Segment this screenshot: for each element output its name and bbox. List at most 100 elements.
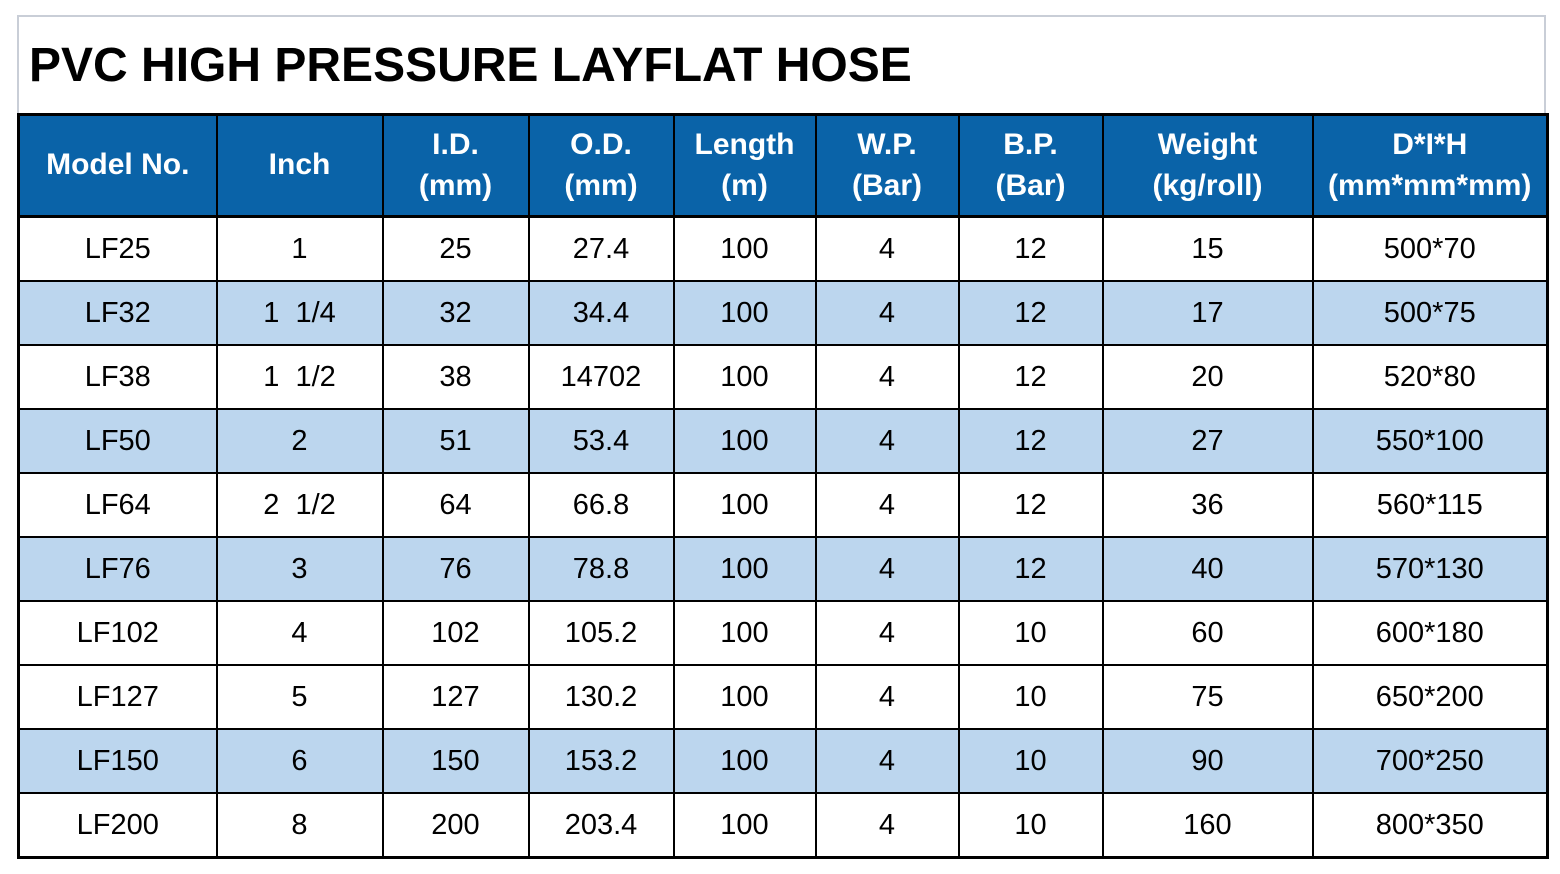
cell-wp-bar: 4 xyxy=(814,664,960,730)
header-line1: Inch xyxy=(268,148,331,182)
cell-model-no: LF102 xyxy=(17,600,218,666)
cell-weight: 90 xyxy=(1101,728,1314,794)
header-line1: I.D. xyxy=(432,128,479,161)
header-row: Model No. Inch I.D. (mm) O.D. (mm) Length (m) W.… xyxy=(17,113,1549,218)
cell-bp-bar: 10 xyxy=(957,728,1104,794)
table-row-lf38: LF38 1 1/2 38 14702 100 4 12 20 520*80 xyxy=(17,344,1549,410)
table-row-lf200: LF200 8 200 203.4 100 4 10 160 800*350 xyxy=(17,792,1549,859)
cell-length-m: 100 xyxy=(672,664,817,730)
header-line1: Weight xyxy=(1157,128,1258,161)
cell-weight: 60 xyxy=(1101,600,1314,666)
cell-bp-bar: 12 xyxy=(957,408,1104,474)
cell-model-no: LF25 xyxy=(17,215,218,282)
header-line2: (mm*mm*mm) xyxy=(1328,168,1532,202)
cell-wp-bar: 4 xyxy=(814,408,960,474)
cell-id-mm: 25 xyxy=(381,215,530,282)
cell-bp-bar: 12 xyxy=(957,215,1104,282)
column-header-wp-bar: W.P. (Bar) xyxy=(814,113,960,218)
header-line1: Length xyxy=(694,128,795,161)
cell-inch: 6 xyxy=(215,728,384,794)
header-line1: B.P. xyxy=(1003,128,1058,161)
cell-dih: 600*180 xyxy=(1311,600,1549,666)
cell-wp-bar: 4 xyxy=(814,280,960,346)
cell-weight: 17 xyxy=(1101,280,1314,346)
header-line2: (mm) xyxy=(418,168,493,202)
cell-id-mm: 127 xyxy=(381,664,530,730)
cell-length-m: 100 xyxy=(672,280,817,346)
cell-weight: 160 xyxy=(1101,792,1314,859)
cell-length-m: 100 xyxy=(672,600,817,666)
cell-id-mm: 200 xyxy=(381,792,530,859)
table-row-lf50: LF50 2 51 53.4 100 4 12 27 550*100 xyxy=(17,408,1549,474)
cell-bp-bar: 10 xyxy=(957,600,1104,666)
cell-id-mm: 64 xyxy=(381,472,530,538)
table-row-lf127: LF127 5 127 130.2 100 4 10 75 650*200 xyxy=(17,664,1549,730)
cell-model-no: LF50 xyxy=(17,408,218,474)
cell-wp-bar: 4 xyxy=(814,215,960,282)
table-row-lf150: LF150 6 150 153.2 100 4 10 90 700*250 xyxy=(17,728,1549,794)
cell-dih: 500*70 xyxy=(1311,215,1549,282)
cell-model-no: LF127 xyxy=(17,664,218,730)
cell-id-mm: 76 xyxy=(381,536,530,602)
cell-dih: 570*130 xyxy=(1311,536,1549,602)
cell-inch: 5 xyxy=(215,664,384,730)
cell-od-mm: 53.4 xyxy=(527,408,675,474)
cell-model-no: LF200 xyxy=(17,792,218,859)
cell-dih: 520*80 xyxy=(1311,344,1549,410)
cell-dih: 700*250 xyxy=(1311,728,1549,794)
table-row-lf25: LF25 1 25 27.4 100 4 12 15 500*70 xyxy=(17,215,1549,282)
header-line1: O.D. xyxy=(570,128,632,161)
cell-wp-bar: 4 xyxy=(814,344,960,410)
header-line2: (kg/roll) xyxy=(1152,168,1263,202)
cell-dih: 550*100 xyxy=(1311,408,1549,474)
table-row-lf102: LF102 4 102 105.2 100 4 10 60 600*180 xyxy=(17,600,1549,666)
cell-inch: 8 xyxy=(215,792,384,859)
cell-bp-bar: 12 xyxy=(957,472,1104,538)
cell-id-mm: 51 xyxy=(381,408,530,474)
cell-od-mm: 203.4 xyxy=(527,792,675,859)
cell-inch: 3 xyxy=(215,536,384,602)
table-row-lf76: LF76 3 76 78.8 100 4 12 40 570*130 xyxy=(17,536,1549,602)
column-header-bp-bar: B.P. (Bar) xyxy=(957,113,1104,218)
cell-length-m: 100 xyxy=(672,472,817,538)
cell-wp-bar: 4 xyxy=(814,600,960,666)
cell-wp-bar: 4 xyxy=(814,728,960,794)
cell-inch: 1 1/2 xyxy=(215,344,384,410)
cell-weight: 40 xyxy=(1101,536,1314,602)
header-line2: (Bar) xyxy=(851,168,922,202)
hose-spec-table: Model No. Inch I.D. (mm) O.D. (mm) Length (m) W.… xyxy=(17,113,1549,859)
cell-od-mm: 66.8 xyxy=(527,472,675,538)
cell-model-no: LF32 xyxy=(17,280,218,346)
cell-model-no: LF38 xyxy=(17,344,218,410)
cell-weight: 15 xyxy=(1101,215,1314,282)
cell-id-mm: 150 xyxy=(381,728,530,794)
cell-id-mm: 32 xyxy=(381,280,530,346)
cell-model-no: LF150 xyxy=(17,728,218,794)
cell-od-mm: 27.4 xyxy=(527,215,675,282)
cell-length-m: 100 xyxy=(672,536,817,602)
table-body: LF25 1 25 27.4 100 4 12 15 500*70 LF32 1 1/4 32 34.4… xyxy=(17,215,1549,859)
header-line1: D*I*H xyxy=(1392,128,1468,161)
cell-inch: 4 xyxy=(215,600,384,666)
cell-id-mm: 102 xyxy=(381,600,530,666)
header-line1: Model No. xyxy=(46,148,190,182)
cell-length-m: 100 xyxy=(672,344,817,410)
column-header-length-m: Length (m) xyxy=(672,113,817,218)
column-header-inch: Inch xyxy=(215,113,384,218)
cell-wp-bar: 4 xyxy=(814,536,960,602)
cell-id-mm: 38 xyxy=(381,344,530,410)
cell-length-m: 100 xyxy=(672,408,817,474)
cell-inch: 1 1/4 xyxy=(215,280,384,346)
cell-model-no: LF76 xyxy=(17,536,218,602)
cell-bp-bar: 12 xyxy=(957,280,1104,346)
header-line1: W.P. xyxy=(857,128,917,161)
cell-inch: 2 xyxy=(215,408,384,474)
cell-dih: 500*75 xyxy=(1311,280,1549,346)
cell-inch: 1 xyxy=(215,215,384,282)
page-title: PVC HIGH PRESSURE LAYFLAT HOSE xyxy=(29,38,912,92)
cell-od-mm: 34.4 xyxy=(527,280,675,346)
column-header-model-no: Model No. xyxy=(17,113,218,218)
title-bar: PVC HIGH PRESSURE LAYFLAT HOSE xyxy=(17,15,1546,113)
cell-od-mm: 78.8 xyxy=(527,536,675,602)
